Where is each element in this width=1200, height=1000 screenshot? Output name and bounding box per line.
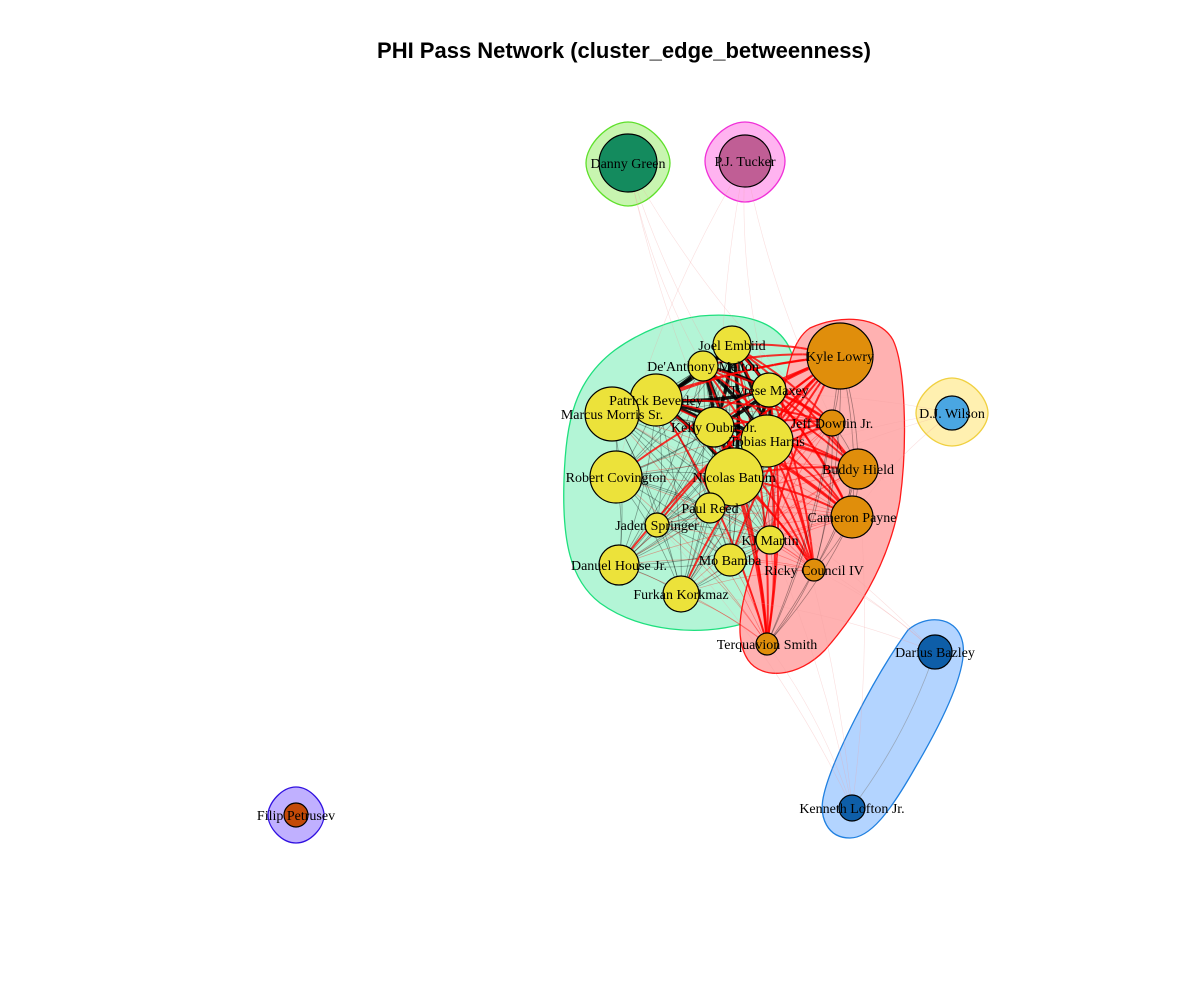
pass-edge bbox=[839, 355, 865, 809]
pass-edge bbox=[766, 643, 853, 809]
player-node bbox=[283, 802, 309, 828]
pass-edge bbox=[709, 507, 936, 653]
player-node bbox=[644, 512, 670, 538]
pass-edge bbox=[680, 365, 705, 595]
pass-edge bbox=[611, 413, 768, 645]
pass-edge bbox=[680, 593, 936, 653]
pass-edge bbox=[713, 426, 815, 571]
player-node bbox=[917, 634, 953, 670]
player-node bbox=[687, 350, 719, 382]
pass-edge bbox=[615, 476, 768, 645]
player-node bbox=[830, 495, 874, 539]
player-label: Buddy Hield bbox=[822, 463, 894, 478]
player-label: Kelly Oubre Jr. bbox=[671, 421, 757, 436]
player-label: Darius Bazley bbox=[895, 646, 975, 661]
player-label: Tobias Harris bbox=[729, 435, 805, 450]
player-node bbox=[838, 794, 866, 822]
player-node bbox=[712, 325, 752, 365]
pass-edge bbox=[611, 413, 936, 653]
player-label: Danuel House Jr. bbox=[571, 559, 667, 574]
player-node bbox=[584, 386, 640, 442]
pass-edge bbox=[618, 412, 953, 566]
pass-edge bbox=[655, 393, 953, 414]
player-nodes: Joel Embiid De'Anthony Melton Tyrese Maxey… bbox=[257, 133, 985, 828]
player-label: Paul Reed bbox=[681, 502, 738, 517]
player-node bbox=[694, 492, 726, 524]
player-label: Tyrese Maxey bbox=[729, 384, 809, 399]
cluster-hull-c6 bbox=[821, 619, 965, 839]
pass-edge bbox=[627, 162, 833, 424]
player-node bbox=[713, 543, 747, 577]
player-label: Ricky Council IV bbox=[764, 564, 864, 579]
player-node bbox=[598, 133, 658, 193]
player-node bbox=[818, 409, 846, 437]
pass-edge bbox=[656, 524, 768, 645]
pass-edge bbox=[766, 355, 841, 645]
player-label: Mo Bamba bbox=[699, 554, 762, 569]
chart-title: PHI Pass Network (cluster_edge_betweenne… bbox=[377, 38, 871, 63]
player-label: Marcus Morris Sr. bbox=[561, 408, 663, 423]
player-node bbox=[662, 575, 700, 613]
player-label: D.J. Wilson bbox=[919, 407, 985, 422]
player-label: Terquavion Smith bbox=[717, 638, 818, 653]
player-node bbox=[755, 632, 779, 656]
pass-edge bbox=[729, 422, 833, 561]
player-node bbox=[837, 448, 879, 490]
pass-edge bbox=[618, 516, 853, 566]
pass-edge bbox=[618, 365, 704, 566]
player-node bbox=[740, 414, 794, 468]
pass-edge bbox=[813, 422, 833, 571]
player-node bbox=[934, 395, 970, 431]
player-label: Jaden Springer bbox=[615, 519, 699, 534]
pass-edge bbox=[680, 422, 833, 595]
player-node bbox=[802, 558, 826, 582]
pass-edge bbox=[769, 422, 833, 541]
player-label: De'Anthony Melton bbox=[647, 360, 759, 375]
pass-edge bbox=[766, 422, 833, 645]
pass-edge bbox=[656, 512, 853, 526]
player-node bbox=[718, 134, 772, 188]
player-label: P.J. Tucker bbox=[714, 155, 775, 170]
pass-edge bbox=[709, 507, 768, 645]
player-node bbox=[755, 525, 785, 555]
pass-edge bbox=[618, 468, 859, 566]
player-node bbox=[598, 544, 640, 586]
pass-edge bbox=[743, 160, 770, 391]
pass-edge bbox=[627, 162, 768, 442]
player-label: Jeff Dowtin Jr. bbox=[791, 417, 874, 432]
pass-edge bbox=[656, 524, 853, 809]
player-label: Nicolas Batum bbox=[692, 471, 776, 486]
player-node bbox=[806, 322, 874, 390]
player-node bbox=[704, 447, 764, 507]
pass-edge bbox=[680, 468, 859, 595]
player-label: Cameron Payne bbox=[807, 511, 896, 526]
player-label: Kenneth Lofton Jr. bbox=[799, 802, 904, 817]
player-label: Furkan Korkmaz bbox=[633, 588, 728, 603]
player-label: Kyle Lowry bbox=[806, 350, 874, 365]
pass-edge bbox=[851, 651, 936, 809]
player-label: Joel Embiid bbox=[698, 339, 765, 354]
player-label: Robert Covington bbox=[566, 471, 667, 486]
pass-edge bbox=[731, 344, 769, 645]
player-label: Danny Green bbox=[590, 157, 665, 172]
pass-edge bbox=[618, 389, 770, 566]
player-label: KJ Martin bbox=[741, 534, 798, 549]
player-label: Patrick Beverley bbox=[609, 394, 703, 409]
player-node bbox=[693, 406, 735, 448]
player-node bbox=[751, 372, 787, 408]
player-node bbox=[589, 450, 643, 504]
player-label: Filip Petrusev bbox=[257, 809, 335, 824]
